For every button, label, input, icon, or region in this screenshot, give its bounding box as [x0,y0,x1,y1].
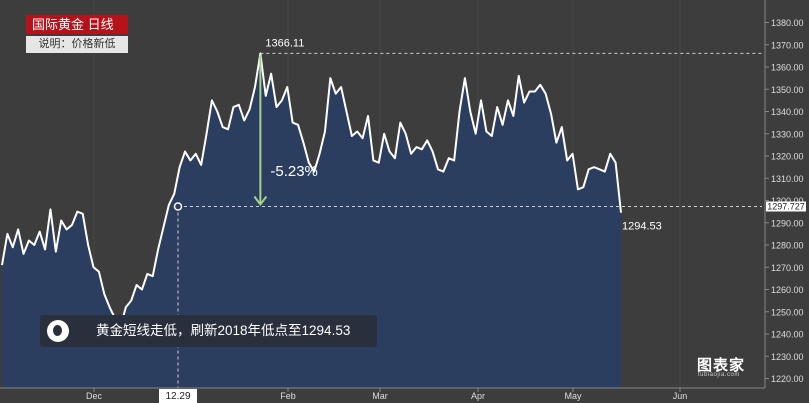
chart-subtitle: 说明：价格新低 [26,36,128,53]
x-tick-label: Apr [471,391,485,401]
x-tick-label: Jun [673,391,688,401]
x-tick-label: Feb [280,391,296,401]
last-price-tag-box [766,201,806,212]
y-tick-label: 1310.00 [771,174,804,184]
low-label: 1294.53 [622,221,662,233]
date-marker-dot [173,202,183,211]
y-tick-label: 1270.00 [771,263,804,273]
y-tick-label: 1260.00 [771,285,804,295]
date-tag-text: 12.29 [165,391,190,402]
y-tick-label: 1360.00 [771,63,804,73]
headset-icon [47,320,69,342]
price-line [1,52,622,329]
decline-arrow-head [253,195,268,207]
y-tick-label: 1300.00 [771,196,804,206]
y-tick-label: 1380.00 [771,18,804,28]
y-tick-label: 1230.00 [771,352,804,362]
last-price-tag: 1297.727 [766,201,806,212]
chart-title: 国际黄金 日线 [26,15,128,34]
y-tick-label: 1330.00 [771,129,804,139]
brand-logo: 图表家 [697,357,746,374]
y-tick-label: 1280.00 [771,241,804,251]
y-tick-label: 1290.00 [771,218,804,228]
y-axis: 1220.00 1230.00 1240.00 1250.00 1260.00 1270.… [765,18,804,384]
news-text: 黄金短线走低，刷新2018年低点至1294.53 [96,323,351,338]
news-banner: 黄金短线走低，刷新2018年低点至1294.53 [40,315,377,347]
x-tick-label: May [564,391,582,401]
last-price-tag-text: 1297.727 [767,202,805,212]
y-tick-label: 1240.00 [771,330,804,340]
y-tick-label: 1250.00 [771,307,804,317]
x-tick-label: Mar [372,391,388,401]
y-tick-label: 1220.00 [771,374,804,384]
price-area [2,53,621,388]
y-tick-label: 1340.00 [771,107,804,117]
x-tick-label: Dec [86,391,103,401]
date-tag: 12.29 [159,389,197,403]
x-axis: Dec Feb Mar Apr May Jun [86,388,687,401]
date-tag-box [159,389,197,403]
y-tick-label: 1370.00 [771,40,804,50]
change-percent-label: -5.23% [270,163,318,180]
high-label: 1366.11 [265,37,304,49]
y-tick-label: 1350.00 [771,85,804,95]
y-tick-label: 1320.00 [771,152,804,162]
brand-logo-subtext: tubiaojia.com [698,372,740,378]
